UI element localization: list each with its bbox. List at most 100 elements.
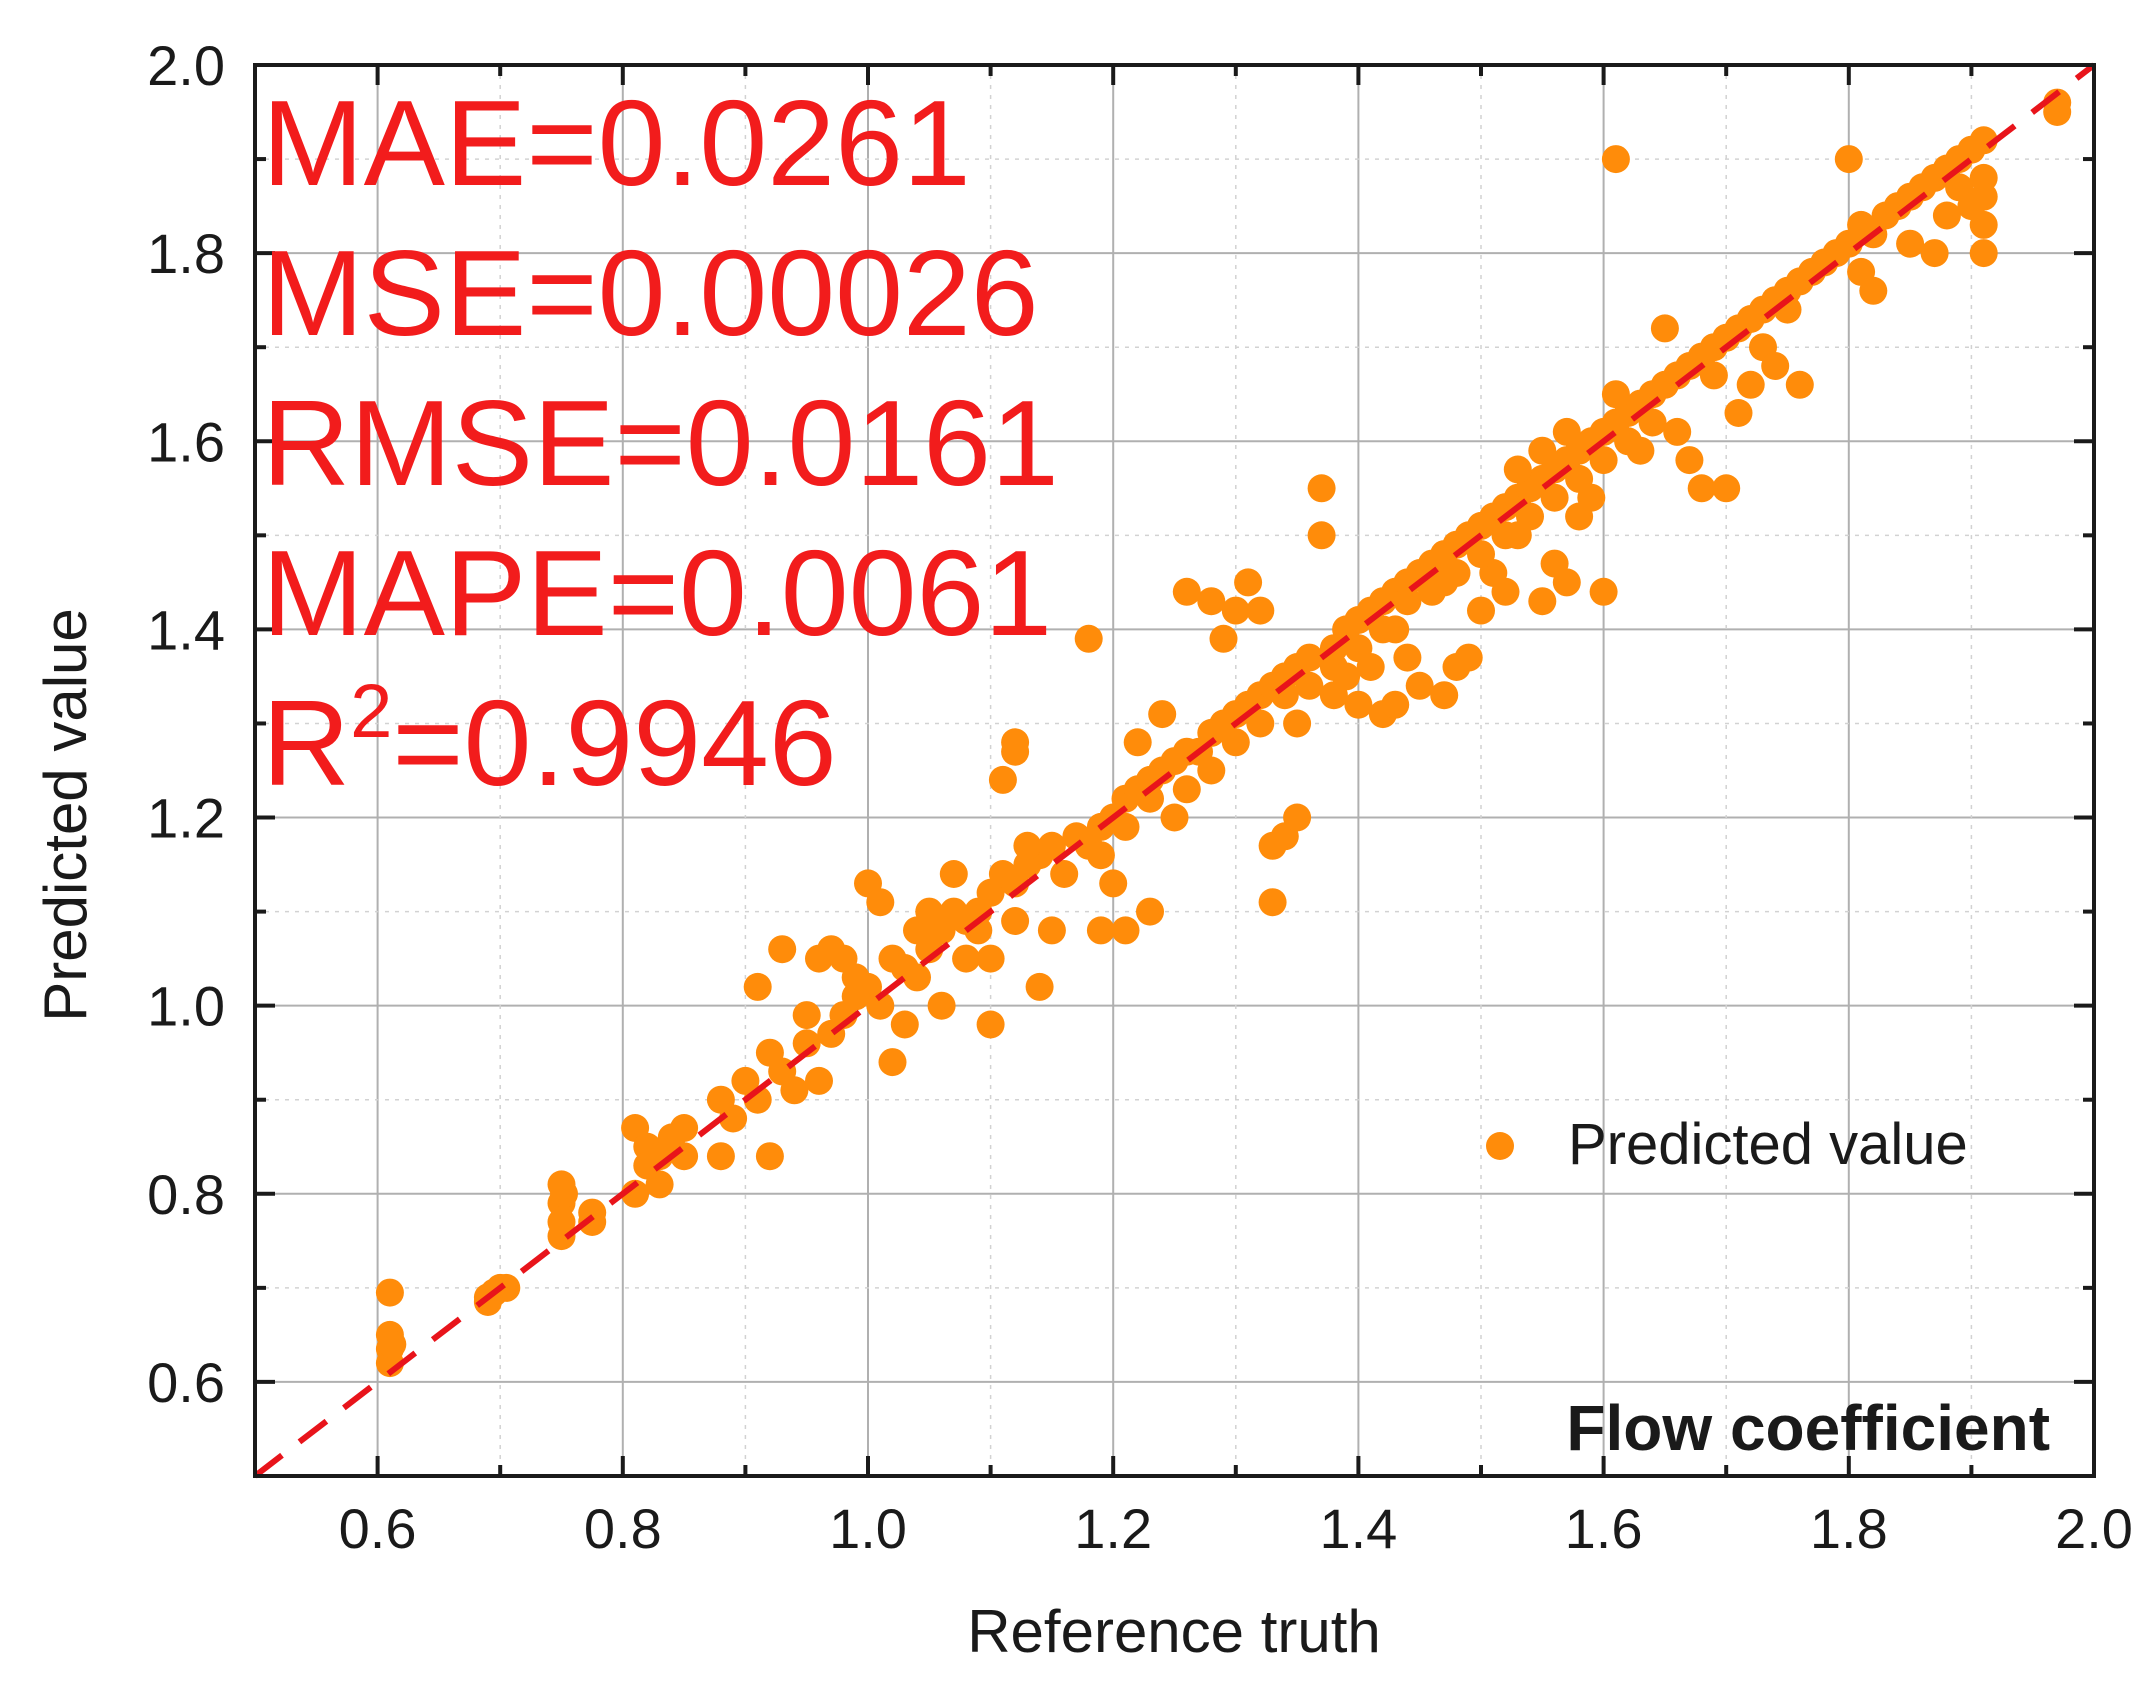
data-point [1601,145,1630,174]
data-point [1712,474,1741,503]
metric-mape: MAPE=0.0061 [262,525,1052,661]
data-point [2043,98,2072,126]
data-point [976,944,1005,973]
data-point [1246,709,1275,738]
metric-mse: MSE=0.00026 [262,225,1039,361]
data-point [1111,916,1140,945]
y-tick-label: 1.2 [147,787,225,850]
y-tick-label: 1.8 [147,222,225,285]
x-tick-label: 1.4 [1319,1497,1397,1560]
x-tick-label: 1.0 [829,1497,907,1560]
x-tick-label: 1.8 [1810,1497,1888,1560]
data-point [1283,803,1312,832]
data-point [1552,417,1581,446]
y-tick-label: 0.6 [147,1351,225,1414]
data-point [1565,464,1594,493]
data-point [743,972,772,1001]
data-point [1491,577,1520,606]
data-point [817,935,846,964]
data-point [1050,860,1079,888]
data-point [1601,380,1630,409]
x-tick-label: 0.6 [339,1497,417,1560]
data-point [1246,596,1275,625]
legend: Predicted value [1486,1112,1968,1177]
data-point [1516,502,1544,531]
data-point [1699,361,1728,390]
plot-frame [253,63,2096,1478]
data-point [1013,831,1042,860]
data-point [1172,775,1201,804]
data-point [841,963,870,992]
data-point [1197,756,1226,785]
data-point [1454,643,1483,672]
data-point [866,888,895,917]
metrics-annotation: MAE=0.0261 MSE=0.00026 RMSE=0.0161 MAPE=0.0… [262,75,1059,811]
data-point [1295,671,1324,700]
y-tick-label: 1.6 [147,410,225,473]
data-point [1528,436,1557,465]
reference-line [253,62,2096,1479]
axes-layer [253,63,2096,1478]
data-point [952,944,981,973]
data-point [1859,276,1888,305]
data-point [1687,474,1716,503]
data-point [1467,596,1495,625]
data-point [939,860,968,888]
data-point [878,1048,907,1077]
data-point [1123,728,1152,757]
data-point [1160,803,1189,832]
data-point [1663,417,1692,446]
data-point [1086,841,1115,870]
data-point [1381,615,1410,644]
data-point [1491,521,1520,550]
data-point [706,1142,735,1171]
data-point [1074,624,1103,653]
data-point [1540,483,1569,512]
data-point [1037,916,1066,945]
data-point [915,897,944,926]
data-point [903,963,931,992]
x-tick-label: 1.2 [1074,1497,1152,1560]
data-point [1172,577,1201,606]
data-point [1405,671,1434,700]
x-tick-label: 1.6 [1565,1497,1643,1560]
data-point [1503,455,1532,484]
data-point [927,991,956,1020]
data-point [1675,446,1704,475]
y-axis-label: Predicted value [32,608,99,1022]
data-point [1344,634,1373,663]
data-point [755,1142,784,1171]
data-point [1932,201,1961,230]
data-point [1025,972,1054,1001]
data-point [1344,690,1373,719]
data-point [670,1114,699,1142]
data-point [1295,643,1324,672]
data-point [378,1330,407,1359]
y-tick-label: 1.4 [147,598,225,661]
metric-mae: MAE=0.0261 [262,75,971,211]
data-point [719,1104,748,1133]
data-point [1638,408,1667,437]
data-point [1957,192,1986,221]
data-point [1001,737,1030,766]
metric-r: R2=0.9946 [262,669,837,811]
data-point [976,1010,1005,1039]
data-point [768,935,797,964]
data-point [1111,812,1140,841]
data-point [1393,587,1422,616]
data-point [1896,229,1925,258]
y-tick-label: 2.0 [147,34,225,97]
data-point [780,1076,809,1105]
data-point [1136,897,1164,926]
data-point [1001,907,1030,935]
data-point [792,1001,821,1030]
data-point [1430,681,1459,710]
y-tick-label: 1.0 [147,975,225,1038]
panel-label: Flow coefficient [1566,1392,2050,1464]
reference-line-layer [253,62,2096,1479]
data-point [1552,568,1581,597]
data-point [866,991,895,1020]
data-point [1148,700,1177,729]
data-point [1307,474,1336,503]
